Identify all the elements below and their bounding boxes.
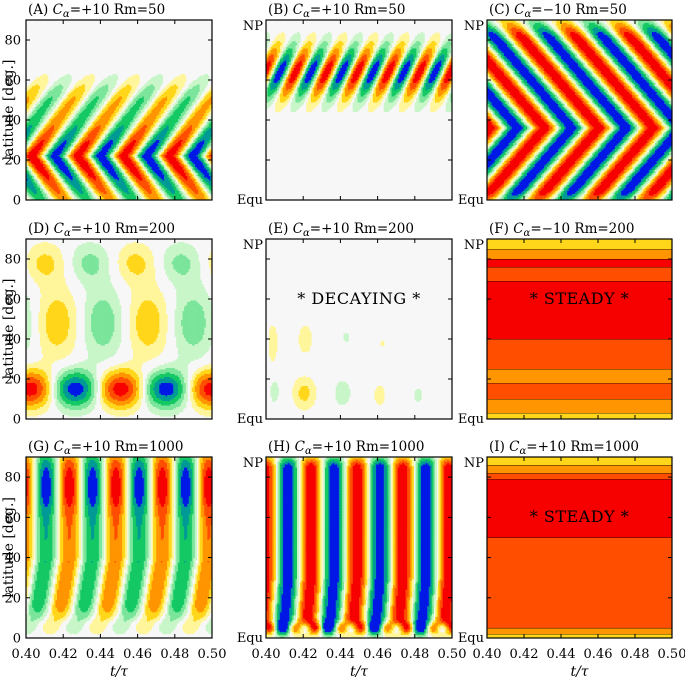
y-axis-label: latitude [deg.] <box>1 60 17 161</box>
y-tick-label: 80 <box>4 34 21 49</box>
equ-label: Equ <box>458 631 484 646</box>
np-label: NP <box>464 238 484 253</box>
contour-field <box>487 20 673 201</box>
panel-title: (I) Cα=+10 Rm=1000 <box>489 439 639 457</box>
x-tick-label: 0.46 <box>123 647 152 662</box>
band <box>487 267 672 281</box>
x-tick-label: 0.44 <box>326 647 355 662</box>
panel-e: (E) Cα=+10 Rm=200 * DECAYING * NP Equ <box>237 221 452 427</box>
panel-title: (F) Cα=−10 Rm=200 <box>489 221 634 239</box>
x-tick-label: 0.50 <box>198 647 227 662</box>
x-tick-label: 0.48 <box>160 647 189 662</box>
y-tick-label: 0 <box>13 632 21 647</box>
equ-label: Equ <box>237 193 263 208</box>
band <box>487 634 672 638</box>
panel-title: (B) Cα=+10 Rm=50 <box>268 2 405 20</box>
panel-title: (D) Cα=+10 Rm=200 <box>28 221 175 239</box>
x-axis-label: t/τ <box>350 664 368 680</box>
band <box>487 383 672 399</box>
x-tick-label: 0.40 <box>12 647 41 662</box>
np-label: NP <box>243 238 263 253</box>
band <box>487 465 672 473</box>
panel-c: (C) Cα=−10 Rm=50 NP Equ <box>458 2 673 208</box>
band <box>487 369 672 383</box>
x-tick-label: 0.42 <box>49 647 78 662</box>
band <box>487 473 672 479</box>
panel-title: (C) Cα=−10 Rm=50 <box>489 2 627 20</box>
panel-annotation: * STEADY * <box>530 289 629 308</box>
contour-field <box>26 242 213 417</box>
panel-b: (B) Cα=+10 Rm=50 NP Equ <box>237 2 453 208</box>
x-tick-label: 0.40 <box>252 647 281 662</box>
panel-f: (F) Cα=−10 Rm=200 * STEADY * NP Equ <box>458 221 672 427</box>
panel-title: (H) Cα=+10 Rm=1000 <box>268 439 424 457</box>
band <box>487 413 672 419</box>
np-label: NP <box>464 456 484 471</box>
np-label: NP <box>464 19 484 34</box>
x-tick-label: 0.42 <box>510 647 539 662</box>
y-tick-label: 0 <box>13 413 21 428</box>
contour-field <box>26 74 213 201</box>
band <box>487 259 672 267</box>
x-tick-label: 0.46 <box>584 647 613 662</box>
band <box>487 457 672 465</box>
equ-label: Equ <box>237 631 263 646</box>
panel-annotation: * DECAYING * <box>297 289 421 308</box>
panel-annotation: * STEADY * <box>530 507 629 526</box>
band <box>487 399 672 413</box>
x-tick-label: 0.50 <box>658 647 685 662</box>
band <box>487 537 672 628</box>
band <box>487 339 672 369</box>
y-tick-label: 80 <box>4 471 21 486</box>
y-tick-label: 80 <box>4 253 21 268</box>
band <box>487 239 672 249</box>
equ-label: Equ <box>237 412 263 427</box>
equ-label: Equ <box>458 412 484 427</box>
contour-field <box>487 457 672 638</box>
x-axis-label: t/τ <box>570 664 588 680</box>
panel-title: (A) Cα=+10 Rm=50 <box>28 2 165 20</box>
x-tick-label: 0.40 <box>473 647 502 662</box>
x-tick-label: 0.48 <box>400 647 429 662</box>
y-tick-label: 0 <box>13 194 21 209</box>
x-tick-label: 0.50 <box>438 647 467 662</box>
band <box>487 628 672 634</box>
panel-title: (E) Cα=+10 Rm=200 <box>268 221 414 239</box>
x-tick-label: 0.44 <box>86 647 115 662</box>
x-axis-label: t/τ <box>110 664 128 680</box>
contour-field <box>487 239 672 419</box>
x-tick-label: 0.44 <box>547 647 576 662</box>
y-axis-label: latitude [deg.] <box>1 497 17 598</box>
band <box>487 249 672 259</box>
x-tick-label: 0.46 <box>363 647 392 662</box>
x-tick-label: 0.42 <box>289 647 318 662</box>
x-tick-label: 0.48 <box>621 647 650 662</box>
equ-label: Equ <box>458 193 484 208</box>
contour-field <box>266 457 453 639</box>
y-axis-label: latitude [deg.] <box>1 279 17 380</box>
np-label: NP <box>243 456 263 471</box>
panel-title: (G) Cα=+10 Rm=1000 <box>28 439 183 457</box>
np-label: NP <box>243 19 263 34</box>
